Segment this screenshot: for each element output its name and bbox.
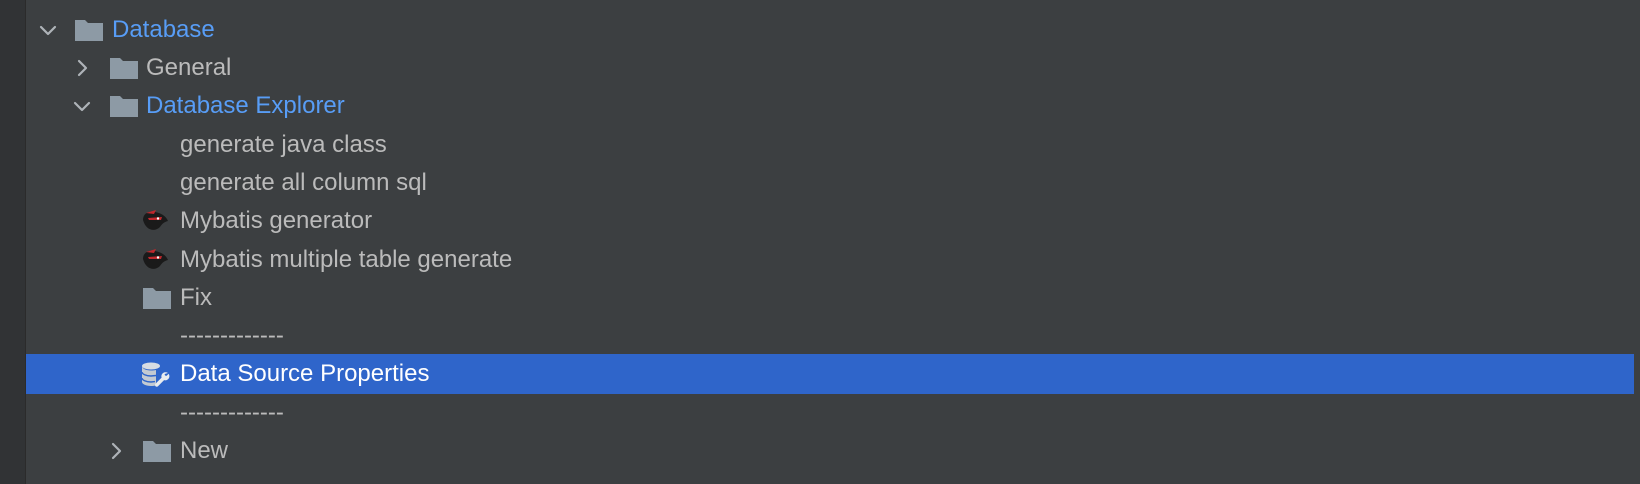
tree-item-generate-all-column-sql[interactable]: generate all column sql (26, 163, 1634, 203)
tree-item-generate-java-class[interactable]: generate java class (26, 125, 1634, 165)
left-gutter (0, 0, 26, 484)
chevron-down-icon[interactable] (38, 20, 58, 40)
separator-label: ------------- (180, 399, 284, 426)
chevron-right-icon[interactable] (72, 58, 92, 78)
folder-icon (142, 285, 172, 311)
tree-item-label: Fix (180, 284, 212, 311)
tree-item-partial (86, 0, 286, 6)
chevron-down-icon[interactable] (72, 96, 92, 116)
tree-item-general[interactable]: General (26, 48, 1634, 88)
tree-item-database[interactable]: Database (26, 10, 1634, 50)
folder-icon (142, 438, 172, 464)
tree-item-label: Data Source Properties (180, 360, 430, 387)
database-wrench-icon (140, 361, 170, 387)
mybatis-bird-icon (140, 208, 170, 234)
tree-item-database-explorer[interactable]: Database Explorer (26, 86, 1634, 126)
tree-item-label: New (180, 437, 229, 464)
settings-tree: Database General Database Explorer gener… (26, 0, 1634, 484)
tree-item-label: Database (112, 16, 215, 43)
tree-item-label: Mybatis generator (180, 207, 373, 234)
tree-item-mybatis-multiple-table-generate[interactable]: Mybatis multiple table generate (26, 240, 1634, 280)
folder-icon (74, 17, 104, 43)
folder-icon (109, 55, 139, 81)
tree-item-label: generate all column sql (180, 169, 427, 196)
tree-item-label: Database Explorer (146, 92, 345, 119)
tree-item-new[interactable]: New (26, 431, 1634, 471)
tree-item-data-source-properties[interactable]: Data Source Properties (26, 354, 1634, 394)
tree-separator: ------------- (26, 393, 1634, 433)
tree-item-mybatis-generator[interactable]: Mybatis generator (26, 201, 1634, 241)
gear-icon (86, 0, 110, 7)
right-edge (1634, 0, 1640, 484)
tree-item-label: General (146, 54, 232, 81)
mybatis-bird-icon (140, 247, 170, 273)
tree-separator: ------------- (26, 316, 1634, 356)
partial-label (120, 0, 270, 6)
separator-label: ------------- (180, 322, 284, 349)
folder-icon (109, 93, 139, 119)
tree-item-label: Mybatis multiple table generate (180, 246, 513, 273)
tree-item-fix[interactable]: Fix (26, 278, 1634, 318)
chevron-right-icon[interactable] (106, 441, 126, 461)
tree-item-label: generate java class (180, 131, 387, 158)
